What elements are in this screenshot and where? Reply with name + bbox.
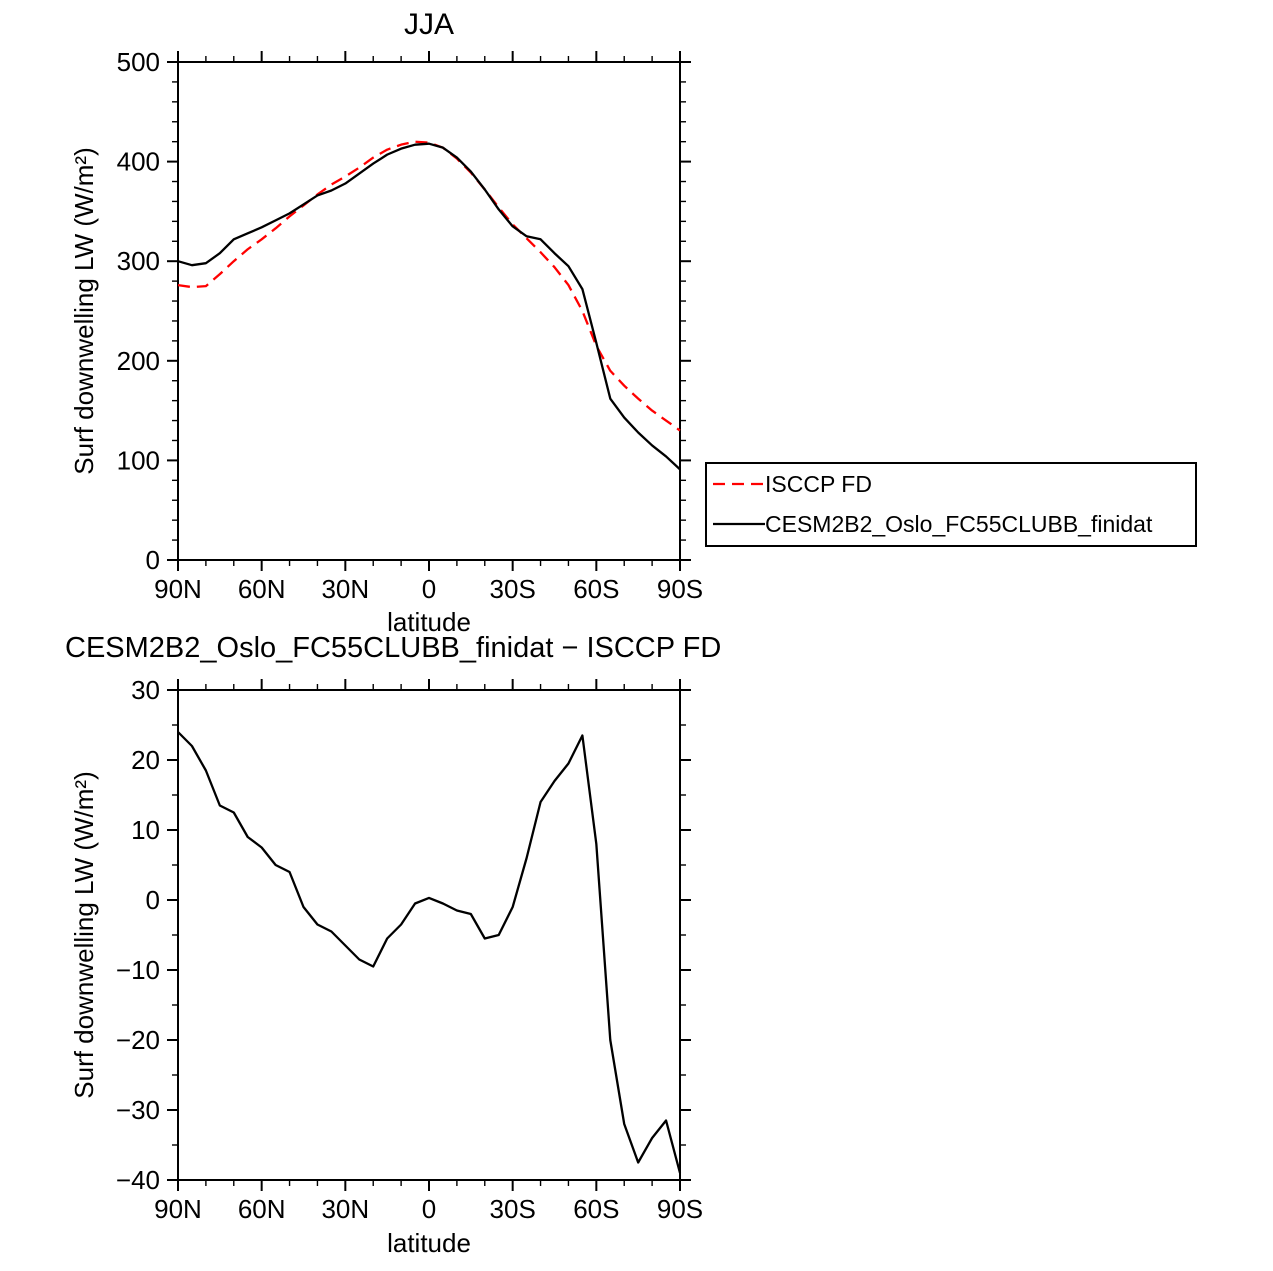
legend-box: ISCCP FD CESM2B2_Oslo_FC55CLUBB_finidat	[705, 462, 1197, 547]
x-tick-label: 30N	[321, 1194, 369, 1224]
x-tick-label: 0	[422, 1194, 436, 1224]
series-line-0-1	[177, 142, 681, 471]
series-line-1-0	[177, 731, 682, 1174]
x-tick-label: 30N	[321, 574, 369, 604]
y-tick-label: 0	[146, 885, 160, 915]
bottom-y-axis-label: Surf downwelling LW (W/m²)	[69, 771, 99, 1098]
y-tick-label: −20	[116, 1025, 160, 1055]
y-tick-label: 500	[117, 47, 160, 77]
x-tick-label: 60S	[573, 574, 619, 604]
series-line-0-0	[177, 140, 681, 432]
plot-frame	[177, 689, 681, 1181]
top-x-axis-label: latitude	[387, 607, 471, 637]
plot-frame	[177, 61, 681, 561]
x-tick-label: 60N	[238, 1194, 286, 1224]
legend-label-cesm: CESM2B2_Oslo_FC55CLUBB_finidat	[765, 510, 1153, 537]
y-tick-label: 30	[131, 675, 160, 705]
x-tick-label: 90S	[657, 1194, 703, 1224]
legend-entry-cesm: CESM2B2_Oslo_FC55CLUBB_finidat	[707, 504, 1195, 544]
isccp-fd-line-sample	[713, 482, 765, 486]
y-tick-label: −30	[116, 1095, 160, 1125]
y-tick-label: 100	[117, 445, 160, 475]
x-tick-label: 30S	[490, 574, 536, 604]
x-tick-label: 60S	[573, 1194, 619, 1224]
y-tick-label: −10	[116, 955, 160, 985]
legend-label-isccp-fd: ISCCP FD	[765, 470, 872, 497]
y-tick-label: −40	[116, 1165, 160, 1195]
x-tick-label: 90N	[154, 574, 202, 604]
top-y-axis-label: Surf downwelling LW (W/m²)	[69, 147, 99, 474]
top-chart-title: JJA	[404, 8, 454, 41]
x-tick-label: 60N	[238, 574, 286, 604]
y-tick-label: 0	[146, 545, 160, 575]
bottom-plot-area: 90N 60N 30N 0 30S 60S 90S −40 −30 −20 −10 0 10 20 30	[116, 675, 703, 1224]
x-tick-label: 90N	[154, 1194, 202, 1224]
x-tick-label: 30S	[490, 1194, 536, 1224]
y-tick-label: 300	[117, 246, 160, 276]
bottom-chart: CESM2B2_Oslo_FC55CLUBB_finidat − ISCCP F…	[65, 632, 721, 1258]
y-tick-label: 200	[117, 346, 160, 376]
x-tick-label: 0	[422, 574, 436, 604]
bottom-chart-title: CESM2B2_Oslo_FC55CLUBB_finidat − ISCCP F…	[65, 632, 721, 664]
legend-entry-isccp-fd: ISCCP FD	[707, 464, 1195, 504]
x-tick-label: 90S	[657, 574, 703, 604]
bottom-x-axis-label: latitude	[387, 1228, 471, 1258]
cesm-line-sample	[713, 522, 765, 526]
top-chart: JJA Surf downwelling LW (W/m²) latitude …	[69, 8, 703, 637]
y-tick-label: 400	[117, 147, 160, 177]
y-tick-label: 10	[131, 815, 160, 845]
y-tick-label: 20	[131, 745, 160, 775]
top-plot-area: 90N 60N 30N 0 30S 60S 90S 0 100 200 300 400 500	[117, 47, 704, 604]
